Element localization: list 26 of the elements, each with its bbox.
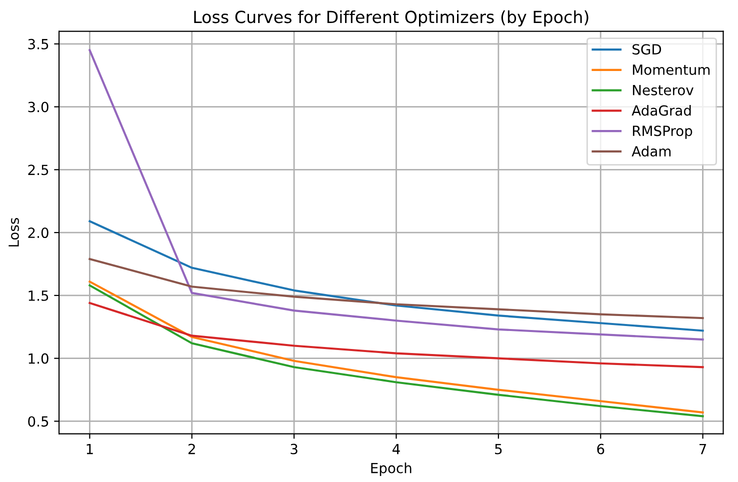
line-series [88,302,704,368]
legend-label: Momentum [632,64,710,75]
line-series [88,258,704,320]
x-tick-label: 6 [597,444,604,454]
x-tick-label: 5 [495,444,502,454]
x-tick-label: 1 [86,444,93,454]
x-tick-label: 4 [392,444,400,454]
x-axis-title: Epoch [371,462,412,476]
chart-title: Loss Curves for Different Optimizers (by Epoch) [194,10,588,26]
legend-label: RMSProp [632,126,692,139]
y-axis-title: Loss [8,218,19,246]
y-tick-label: 1.5 [28,290,48,301]
line-series [88,220,704,332]
legend-label: SGD [632,44,662,55]
y-tick-label: 3.0 [28,102,48,112]
y-tick-label: 2.5 [28,164,48,176]
y-tick-label: 3.5 [28,38,48,50]
y-tick-label: 1.0 [28,353,48,364]
legend-label: Adam [632,146,671,157]
x-tick-label: 7 [700,444,706,454]
x-tick-label: 2 [188,444,195,454]
y-tick-label: 2.0 [28,228,48,238]
legend-label: Nesterov [632,85,694,96]
y-tick-label: 0.5 [28,416,48,427]
x-tick-label: 3 [290,444,298,454]
legend-label: AdaGrad [632,104,691,116]
